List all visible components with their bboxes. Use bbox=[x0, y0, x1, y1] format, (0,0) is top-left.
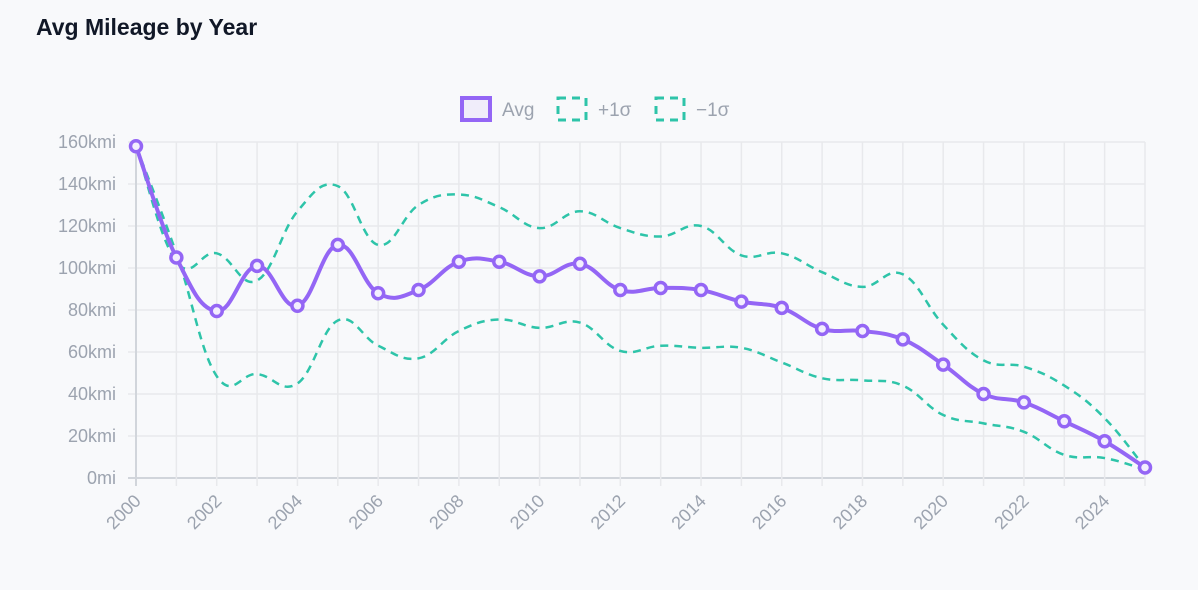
y-tick-label: 160kmi bbox=[58, 132, 116, 152]
x-tick-label: 2024 bbox=[1071, 491, 1113, 533]
legend-label: Avg bbox=[502, 100, 534, 121]
y-tick-label: 80kmi bbox=[68, 300, 116, 320]
data-point bbox=[814, 321, 830, 337]
legend-swatch bbox=[654, 96, 686, 122]
data-point bbox=[653, 280, 668, 296]
data-point bbox=[572, 256, 588, 272]
legend-label: +1σ bbox=[598, 100, 632, 121]
data-point bbox=[734, 294, 749, 309]
x-tick-label: 2018 bbox=[829, 491, 871, 533]
x-tick-label: 2010 bbox=[506, 491, 548, 533]
y-tick-label: 140kmi bbox=[58, 174, 116, 194]
data-point bbox=[128, 138, 144, 154]
legend-label: −1σ bbox=[696, 100, 730, 121]
data-point bbox=[532, 269, 547, 284]
data-point bbox=[855, 323, 870, 339]
x-tick-label: 2012 bbox=[587, 491, 629, 533]
data-point bbox=[1137, 460, 1153, 475]
data-point bbox=[451, 254, 467, 269]
x-tick-label: 2014 bbox=[667, 491, 709, 533]
x-tick-label: 2002 bbox=[183, 491, 225, 533]
x-tick-label: 2016 bbox=[748, 491, 790, 533]
data-point bbox=[169, 250, 184, 265]
series-line bbox=[134, 145, 1146, 469]
y-tick-label: 0mi bbox=[87, 468, 116, 488]
legend-swatch bbox=[460, 96, 492, 122]
data-point bbox=[976, 386, 991, 402]
series-line bbox=[134, 145, 1146, 471]
data-point bbox=[249, 258, 265, 274]
x-tick-label: 2006 bbox=[345, 491, 387, 533]
y-tick-label: 60kmi bbox=[68, 342, 116, 362]
data-point bbox=[693, 282, 709, 298]
data-point bbox=[370, 285, 386, 301]
chart-title: Avg Mileage by Year bbox=[36, 14, 258, 40]
x-tick-label: 2022 bbox=[990, 491, 1032, 533]
x-tick-label: 2008 bbox=[425, 491, 467, 533]
data-point bbox=[330, 237, 346, 253]
y-tick-label: 40kmi bbox=[68, 384, 116, 404]
y-tick-label: 20kmi bbox=[68, 426, 116, 446]
data-point bbox=[774, 300, 790, 316]
data-point bbox=[895, 332, 911, 347]
data-point bbox=[1016, 395, 1032, 410]
y-tick-label: 120kmi bbox=[58, 216, 116, 236]
x-tick-label: 2004 bbox=[264, 491, 306, 533]
x-tick-label: 2020 bbox=[910, 491, 952, 533]
series-line bbox=[134, 145, 1147, 470]
data-point bbox=[411, 282, 426, 298]
data-point bbox=[935, 357, 951, 372]
legend-swatch bbox=[556, 96, 588, 122]
data-point bbox=[491, 254, 507, 269]
data-point bbox=[290, 298, 305, 314]
data-point bbox=[209, 303, 224, 319]
data-point bbox=[1097, 434, 1112, 449]
data-point bbox=[1057, 414, 1072, 429]
data-point bbox=[613, 282, 628, 298]
y-tick-label: 100kmi bbox=[58, 258, 116, 278]
x-tick-label: 2000 bbox=[102, 491, 144, 533]
